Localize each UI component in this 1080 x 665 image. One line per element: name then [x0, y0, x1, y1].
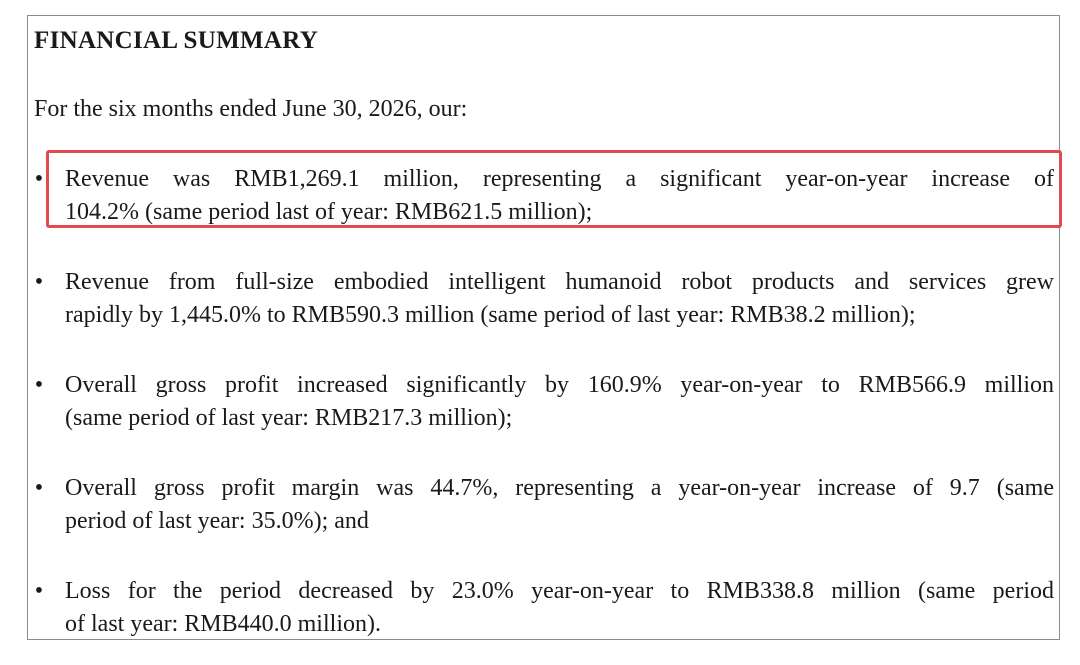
bullet-line-2: rapidly by 1,445.0% to RMB590.3 million …	[65, 302, 916, 328]
bullet-line-1: Overall gross profit increased significa…	[65, 372, 1054, 398]
bullet-line-1: Overall gross profit margin was 44.7%, r…	[65, 475, 1054, 501]
bullet-item-gross-profit: • Overall gross profit increased signifi…	[32, 368, 1056, 438]
bullet-line-1: Revenue was RMB1,269.1 million, represen…	[65, 166, 1054, 192]
bullet-line-1: Loss for the period decreased by 23.0% y…	[65, 578, 1054, 604]
bullet-line-1: Revenue from full-size embodied intellig…	[65, 269, 1054, 295]
document-frame	[27, 15, 1060, 640]
bullet-dot: •	[34, 578, 44, 604]
highlight-box	[46, 150, 1062, 228]
section-heading: FINANCIAL SUMMARY	[34, 27, 319, 54]
bullet-line-2: (same period of last year: RMB217.3 mill…	[65, 405, 513, 431]
bullet-dot: •	[34, 269, 44, 295]
bullet-item-humanoid-revenue: • Revenue from full-size embodied intell…	[32, 265, 1056, 335]
bullet-line-2: of last year: RMB440.0 million).	[65, 611, 381, 637]
bullet-item-revenue: • Revenue was RMB1,269.1 million, repres…	[32, 162, 1056, 232]
bullet-dot: •	[34, 166, 44, 192]
bullet-dot: •	[34, 475, 44, 501]
bullet-line-2: 104.2% (same period last of year: RMB621…	[65, 199, 593, 225]
intro-text: For the six months ended June 30, 2026, …	[34, 96, 468, 122]
bullet-line-2: period of last year: 35.0%); and	[65, 508, 369, 534]
bullet-dot: •	[34, 372, 44, 398]
bullet-item-loss: • Loss for the period decreased by 23.0%…	[32, 574, 1056, 644]
bullet-item-gross-margin: • Overall gross profit margin was 44.7%,…	[32, 471, 1056, 541]
